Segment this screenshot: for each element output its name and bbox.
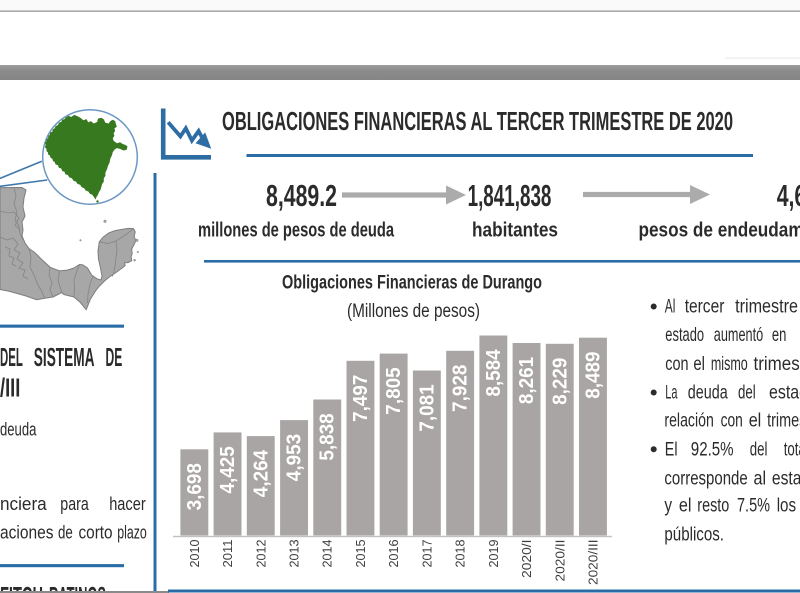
svg-text:con: con (665, 353, 688, 375)
svg-text:/III: /III (0, 375, 20, 403)
svg-text:2010: 2010 (187, 540, 202, 568)
svg-text:2019: 2019 (486, 540, 501, 568)
svg-text:hacer: hacer (109, 493, 146, 514)
svg-text:4,264: 4,264 (249, 449, 272, 497)
svg-text:plazo: plazo (117, 522, 147, 543)
svg-text:7,497: 7,497 (349, 375, 372, 422)
svg-text:tercer: tercer (685, 296, 725, 318)
svg-text:2017: 2017 (419, 540, 434, 568)
svg-text:Al: Al (665, 296, 676, 318)
svg-text:OBLIGACIONES FINANCIERAS AL TE: OBLIGACIONES FINANCIERAS AL TERCER TRIME… (222, 106, 733, 136)
svg-text:DEL: DEL (0, 344, 23, 372)
svg-text:el: el (749, 409, 762, 431)
svg-text:5,838: 5,838 (316, 413, 339, 460)
svg-text:1,841,838: 1,841,838 (468, 178, 552, 213)
svg-text:7,928: 7,928 (449, 365, 472, 412)
svg-text:4,609.6: 4,609.6 (777, 178, 800, 213)
svg-text:8,489.2: 8,489.2 (266, 178, 337, 213)
svg-text:2020/I: 2020/I (519, 540, 534, 579)
svg-text:trimestre: trimestre (754, 353, 800, 375)
svg-text:pesos de endeudamiento per cáp: pesos de endeudamiento per cápita (639, 219, 800, 242)
svg-text:8,584: 8,584 (482, 349, 505, 397)
svg-text:nciera: nciera (0, 493, 47, 514)
svg-text:La: La (665, 382, 677, 404)
svg-text:aumentó: aumentó (714, 324, 763, 346)
svg-text:2016: 2016 (386, 540, 401, 568)
svg-text:deuda: deuda (0, 419, 37, 440)
svg-text:deuda: deuda (688, 382, 728, 404)
svg-text:con: con (721, 409, 743, 431)
svg-text:RATINGS: RATINGS (49, 583, 106, 593)
svg-text:4,425: 4,425 (216, 446, 239, 493)
svg-text:para: para (60, 493, 89, 514)
svg-text:2012: 2012 (253, 540, 268, 568)
svg-text:millones de pesos de deuda: millones de pesos de deuda (198, 219, 394, 242)
svg-text:el: el (679, 495, 692, 517)
svg-text:resto: resto (697, 495, 729, 517)
svg-text:mismo: mismo (711, 353, 748, 375)
svg-text:estado: estado (772, 467, 800, 489)
svg-text:2014: 2014 (320, 540, 335, 568)
svg-text:DE: DE (106, 344, 123, 372)
svg-text:estado: estado (665, 324, 704, 346)
svg-text:7,081: 7,081 (415, 384, 438, 431)
svg-text:de: de (58, 522, 73, 543)
svg-text:4,953: 4,953 (283, 434, 306, 481)
svg-text:relación: relación (664, 409, 713, 431)
svg-text:2020/III: 2020/III (586, 540, 601, 586)
svg-text:los: los (777, 495, 797, 517)
svg-text:corto: corto (79, 522, 113, 543)
svg-text:SISTEMA: SISTEMA (34, 344, 95, 372)
svg-text:del: del (738, 382, 756, 404)
svg-text:FITCH: FITCH (0, 583, 43, 593)
svg-text:corresponde: corresponde (664, 467, 747, 489)
svg-text:públicos.: públicos. (664, 524, 724, 546)
svg-text:Obligaciones Financieras de Du: Obligaciones Financieras de Durango (282, 272, 542, 294)
svg-text:(Millones de pesos): (Millones de pesos) (347, 301, 480, 322)
svg-text:trimestre: trimestre (767, 409, 800, 431)
svg-text:habitantes: habitantes (472, 219, 558, 242)
svg-text:y: y (664, 495, 672, 517)
svg-text:8,261: 8,261 (515, 357, 538, 404)
svg-text:El: El (665, 438, 678, 460)
svg-text:el: el (693, 353, 705, 375)
svg-text:trimestre: trimestre (735, 296, 798, 318)
svg-text:8,229: 8,229 (548, 358, 571, 405)
svg-text:al: al (754, 467, 767, 489)
svg-text:en: en (772, 324, 787, 346)
svg-text:aciones: aciones (0, 522, 54, 543)
svg-text:estado: estado (769, 382, 800, 404)
svg-text:92.5%: 92.5% (691, 438, 734, 460)
svg-text:2013: 2013 (287, 540, 302, 568)
svg-text:2020/II: 2020/II (552, 540, 567, 582)
svg-text:2011: 2011 (220, 540, 235, 568)
svg-text:7.5%: 7.5% (737, 495, 770, 517)
svg-text:del: del (750, 438, 768, 460)
svg-text:3,698: 3,698 (183, 463, 206, 510)
svg-text:8,489: 8,489 (582, 352, 605, 399)
svg-text:7,805: 7,805 (382, 367, 405, 414)
svg-text:total: total (784, 438, 800, 460)
svg-text:2018: 2018 (453, 540, 468, 568)
svg-text:2015: 2015 (353, 540, 368, 568)
